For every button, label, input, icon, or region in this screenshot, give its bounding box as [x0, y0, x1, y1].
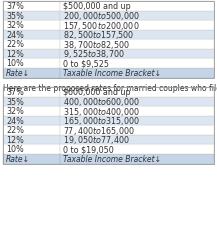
- Bar: [3, 2, 60, 12]
- Text: $38,700 to $82,500: $38,700 to $82,500: [63, 39, 130, 51]
- Text: Taxable Income Bracket↓: Taxable Income Bracket↓: [63, 69, 161, 78]
- Text: Rate↓: Rate↓: [6, 69, 30, 78]
- Bar: [60, 59, 214, 68]
- Bar: [3, 144, 60, 154]
- Text: $77,400 to $165,000: $77,400 to $165,000: [63, 124, 135, 136]
- Bar: [60, 68, 214, 79]
- Bar: [3, 68, 60, 79]
- Bar: [60, 125, 214, 135]
- Text: $19,050 to $77,400: $19,050 to $77,400: [63, 134, 130, 146]
- Text: 24%: 24%: [6, 116, 24, 125]
- Bar: [3, 12, 60, 21]
- Text: 35%: 35%: [6, 12, 24, 21]
- Text: 10%: 10%: [6, 145, 24, 154]
- Bar: [60, 21, 214, 30]
- Bar: [3, 21, 60, 30]
- Text: 12%: 12%: [6, 49, 24, 58]
- Text: 0 to $9,525: 0 to $9,525: [63, 59, 109, 68]
- Text: 12%: 12%: [6, 135, 24, 144]
- Text: $9,525 to $38,700: $9,525 to $38,700: [63, 48, 125, 60]
- Text: 10%: 10%: [6, 59, 24, 68]
- Text: Taxable Income Bracket↓: Taxable Income Bracket↓: [63, 155, 161, 164]
- Bar: [3, 97, 60, 106]
- Bar: [60, 97, 214, 106]
- Bar: [3, 116, 60, 125]
- Bar: [3, 30, 60, 40]
- Text: 35%: 35%: [6, 97, 24, 106]
- Text: Rate↓: Rate↓: [6, 155, 30, 164]
- Text: $315,000 to $400,000: $315,000 to $400,000: [63, 105, 140, 117]
- Text: $157,500 to $200,000: $157,500 to $200,000: [63, 20, 140, 32]
- Bar: [60, 88, 214, 97]
- Text: $400,000 to $600,000: $400,000 to $600,000: [63, 96, 140, 108]
- Text: 0 to $19,050: 0 to $19,050: [63, 145, 114, 154]
- Text: 32%: 32%: [6, 21, 24, 30]
- Bar: [3, 40, 60, 49]
- Text: 37%: 37%: [6, 2, 24, 11]
- Text: $200,000 to $500,000: $200,000 to $500,000: [63, 10, 140, 22]
- Text: Here are the proposed rates for married couples who file jointly.: Here are the proposed rates for married …: [3, 84, 217, 93]
- Text: 22%: 22%: [6, 126, 24, 135]
- Bar: [3, 106, 60, 116]
- Bar: [60, 40, 214, 49]
- Bar: [3, 135, 60, 144]
- Bar: [3, 125, 60, 135]
- Text: 22%: 22%: [6, 40, 24, 49]
- Bar: [60, 154, 214, 164]
- Bar: [60, 30, 214, 40]
- Bar: [60, 116, 214, 125]
- Bar: [60, 106, 214, 116]
- Bar: [3, 59, 60, 68]
- Bar: [60, 2, 214, 12]
- Text: 24%: 24%: [6, 31, 24, 40]
- Bar: [60, 12, 214, 21]
- Bar: [60, 135, 214, 144]
- Bar: [3, 88, 60, 97]
- Text: $600,000 and up: $600,000 and up: [63, 88, 131, 97]
- Bar: [60, 49, 214, 59]
- Text: 37%: 37%: [6, 88, 24, 97]
- Bar: [3, 154, 60, 164]
- Bar: [3, 2, 214, 79]
- Bar: [60, 144, 214, 154]
- Bar: [3, 49, 60, 59]
- Text: $82,500 to $157,500: $82,500 to $157,500: [63, 29, 135, 41]
- Text: 32%: 32%: [6, 107, 24, 116]
- Text: $165,000 to $315,000: $165,000 to $315,000: [63, 115, 140, 127]
- Bar: [3, 88, 214, 164]
- Text: $500,000 and up: $500,000 and up: [63, 2, 131, 11]
